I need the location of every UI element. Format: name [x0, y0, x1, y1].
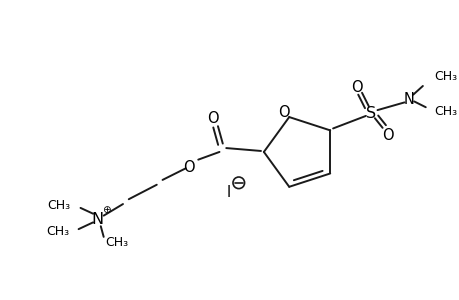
Text: CH₃: CH₃ [433, 105, 457, 118]
Text: O: O [351, 80, 362, 95]
Text: CH₃: CH₃ [48, 200, 71, 212]
Text: I: I [227, 185, 231, 200]
Text: O: O [182, 160, 194, 175]
Text: O: O [278, 105, 290, 120]
Text: ⊕: ⊕ [102, 205, 111, 215]
Text: S: S [365, 106, 375, 121]
Text: N: N [403, 92, 414, 107]
Text: O: O [207, 111, 218, 126]
Text: CH₃: CH₃ [106, 236, 129, 249]
Text: CH₃: CH₃ [46, 225, 69, 238]
Text: CH₃: CH₃ [433, 70, 457, 83]
Text: O: O [381, 128, 393, 143]
Text: N: N [92, 212, 104, 227]
